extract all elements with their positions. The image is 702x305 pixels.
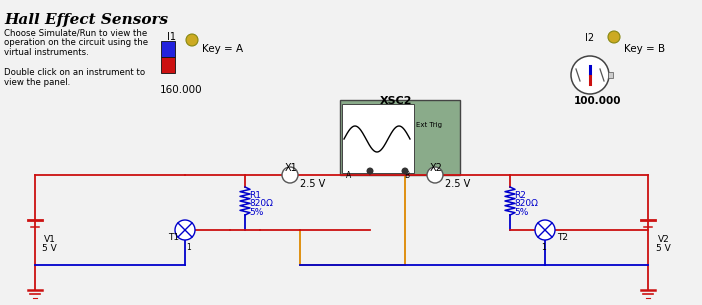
Text: Key = B: Key = B [624,44,665,54]
Text: B: B [404,171,409,180]
Bar [608,72,613,78]
Text: 5%: 5% [249,208,263,217]
Text: virtual instruments.: virtual instruments. [4,48,88,57]
Text: A: A [346,171,351,180]
Text: 1: 1 [186,243,191,252]
Circle shape [186,34,198,46]
Text: 5%: 5% [514,208,529,217]
Text: 1: 1 [541,243,545,252]
Text: V2: V2 [658,235,670,244]
Circle shape [571,56,609,94]
Text: Key = A: Key = A [202,44,243,54]
Circle shape [282,167,298,183]
Text: T2: T2 [557,233,568,242]
Bar [161,41,175,57]
Text: X1: X1 [285,163,298,173]
Bar [342,104,414,173]
Circle shape [402,167,409,174]
Bar [340,100,460,175]
Text: V1: V1 [44,235,56,244]
Text: R2: R2 [514,191,526,200]
Circle shape [175,220,195,240]
Circle shape [427,167,443,183]
Text: Ext Trig: Ext Trig [416,122,442,128]
Text: Choose Simulate/Run to view the: Choose Simulate/Run to view the [4,28,147,37]
Text: R1: R1 [249,191,261,200]
Text: 820Ω: 820Ω [514,199,538,208]
Text: XSC2: XSC2 [380,96,412,106]
Text: 5 V: 5 V [42,244,57,253]
Text: I1: I1 [167,32,176,42]
Text: X2: X2 [430,163,443,173]
Text: I2: I2 [585,33,594,43]
Text: Double click on an instrument to: Double click on an instrument to [4,68,145,77]
Text: 160.000: 160.000 [160,85,203,95]
Circle shape [366,167,373,174]
Text: T1: T1 [168,233,179,242]
Text: 5 V: 5 V [656,244,670,253]
Text: 100.000: 100.000 [574,96,621,106]
Bar [161,57,175,73]
Text: 2.5 V: 2.5 V [300,179,325,189]
Text: view the panel.: view the panel. [4,78,70,87]
Circle shape [608,31,620,43]
Text: 820Ω: 820Ω [249,199,273,208]
Text: operation on the circuit using the: operation on the circuit using the [4,38,148,47]
Text: Hall Effect Sensors: Hall Effect Sensors [4,13,168,27]
Circle shape [535,220,555,240]
Text: 2.5 V: 2.5 V [445,179,470,189]
